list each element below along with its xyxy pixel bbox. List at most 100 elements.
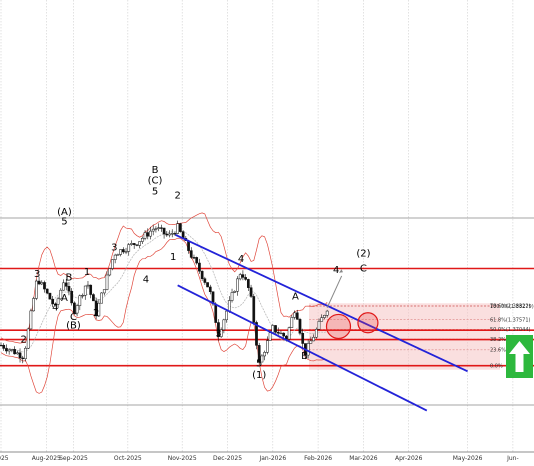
highlight-circles — [325, 312, 379, 340]
candle-body-10 — [26, 328, 30, 349]
candle-body-76 — [206, 282, 209, 288]
wave-label-10: 2 — [93, 308, 99, 319]
candle-body-114 — [309, 340, 313, 344]
wave-label-18: 4 — [238, 254, 244, 265]
candle-body-2 — [5, 348, 8, 352]
candle-body-30 — [81, 294, 84, 297]
date-label-6: Jan-2026 — [258, 455, 286, 462]
wave-label-14: B — [152, 165, 159, 176]
candle-body-38 — [102, 289, 106, 294]
candle-body-99 — [268, 332, 272, 341]
wave-label-9: 1 — [84, 267, 90, 278]
candle-body-1 — [2, 344, 6, 349]
candle-body-22 — [59, 289, 63, 300]
candle-body-73 — [198, 262, 201, 272]
candle-body-71 — [192, 257, 196, 259]
signal-badge — [506, 335, 533, 378]
candle-body-79 — [214, 303, 218, 323]
candle-body-96 — [260, 355, 264, 363]
candle-body-115 — [312, 336, 315, 342]
candle-body-108 — [293, 312, 296, 318]
candle-body-17 — [45, 288, 49, 294]
fib-label-2: 61.8%(1.37571) — [490, 317, 531, 323]
wave-label-22: (1) — [252, 370, 266, 381]
date-label-9: Apr-2026 — [395, 455, 423, 462]
candle-body-12 — [32, 298, 35, 312]
date-label-1: Aug-2025 — [32, 455, 61, 462]
wave-label-17: 4 — [143, 275, 149, 286]
highlight-circle-1 — [325, 313, 352, 340]
fib-label-1: 78.6%(1.38322) — [490, 303, 531, 309]
date-label-5: Dec-2025 — [213, 455, 242, 462]
candle-body-113 — [306, 343, 310, 356]
candle-body-0 — [0, 344, 3, 347]
candle-body-95 — [257, 345, 261, 363]
wave-label-3: 5 — [61, 217, 67, 228]
candle-body-52 — [140, 238, 144, 242]
candle-body-101 — [274, 325, 277, 333]
candle-body-80 — [217, 322, 220, 337]
candle-body-48 — [130, 243, 133, 245]
candle-body-120 — [325, 310, 329, 316]
candle-body-45 — [121, 249, 125, 253]
candle-body-65 — [176, 223, 180, 234]
wave-label-19: 3 — [215, 329, 221, 340]
candle-body-86 — [233, 291, 237, 293]
date-label-7: Feb-2026 — [304, 455, 332, 462]
candle-body-3 — [7, 349, 11, 352]
candle-body-56 — [151, 228, 155, 232]
channel-upper-line — [175, 234, 468, 373]
candle-body-117 — [317, 320, 321, 330]
wave-label-21: 5 — [256, 359, 262, 370]
projection-arrowhead — [339, 269, 344, 273]
bollinger-upper-line — [0, 212, 328, 344]
wave-label-16: 2 — [174, 190, 180, 201]
candle-body-31 — [83, 285, 87, 296]
support-resistance-levels — [0, 267, 534, 367]
candle-body-91 — [246, 279, 250, 288]
candle-body-100 — [271, 325, 275, 333]
date-label-3: Oct-2025 — [114, 455, 142, 462]
candle-body-109 — [295, 312, 299, 320]
projection-arrow — [326, 269, 344, 308]
date-label-2: Sep-2025 — [59, 455, 88, 462]
candle-body-116 — [314, 328, 318, 338]
candle-body-106 — [287, 327, 291, 340]
candle-body-8 — [21, 357, 25, 360]
fib-label-3: 50.0%(1.37044) — [490, 327, 531, 333]
candle-body-107 — [290, 317, 294, 328]
candle-body-92 — [249, 287, 253, 297]
candle-body-42 — [113, 254, 117, 260]
wave-label-0: 2 — [20, 334, 26, 345]
candle-body-72 — [195, 257, 199, 264]
date-label-11: Jun- — [506, 455, 519, 462]
wave-label-5: B — [66, 273, 73, 284]
candle-body-83 — [225, 310, 228, 321]
highlight-circle-2 — [357, 312, 379, 334]
candle-body-23 — [62, 282, 65, 291]
up-arrow-icon — [509, 341, 530, 372]
candle-body-11 — [29, 310, 33, 330]
candle-body-29 — [78, 295, 82, 306]
candle-body-18 — [48, 292, 52, 300]
candle-body-89 — [241, 274, 245, 278]
candle-body-90 — [244, 277, 247, 280]
candle-body-64 — [173, 233, 177, 235]
candle-body-62 — [168, 233, 171, 236]
candle-body-53 — [143, 232, 147, 239]
fib-label-6: 0.0% — [490, 364, 503, 370]
candle-body-37 — [100, 292, 103, 304]
candle-body-39 — [105, 274, 109, 290]
fib-label-0: 100.0%(1.38279) — [490, 304, 534, 310]
trend-channel — [175, 234, 468, 412]
candle-body-41 — [111, 259, 114, 269]
wave-label-26: C — [360, 263, 367, 274]
price-candles — [0, 220, 329, 365]
candle-body-70 — [189, 250, 193, 258]
candle-body-77 — [208, 286, 212, 292]
candle-body-14 — [37, 280, 41, 285]
candle-body-15 — [40, 282, 44, 285]
candle-body-102 — [276, 331, 280, 334]
